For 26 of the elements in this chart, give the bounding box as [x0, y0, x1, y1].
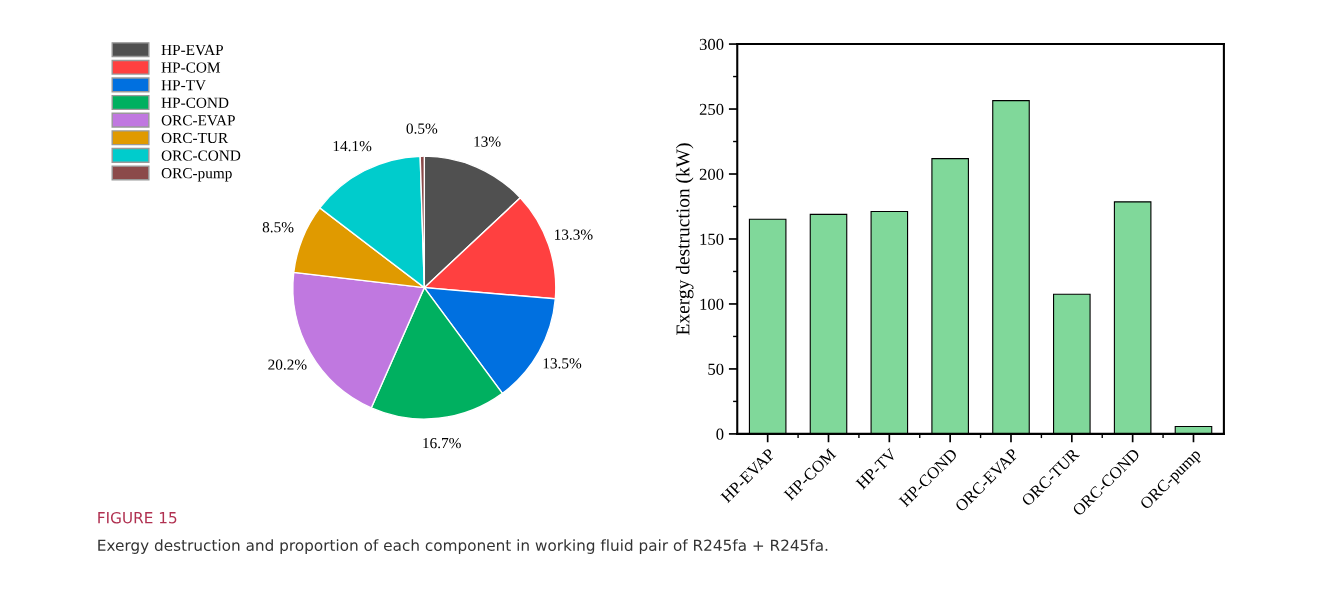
legend-label: ORC-COND [161, 150, 241, 161]
legend-label: HP-COND [161, 97, 229, 108]
y-tick-label: 0 [716, 428, 724, 440]
data-label: 14.1% [333, 140, 372, 152]
caption: FIGURE 15 [98, 511, 177, 524]
legend-label: ORC-pump [161, 168, 232, 182]
data-label: 16.7% [423, 437, 461, 449]
legend-label: HP-EVAP [161, 44, 224, 56]
y-tick-label: 50 [708, 363, 724, 375]
y-tick-label: 200 [699, 168, 724, 180]
data-label: 13.3% [554, 229, 593, 240]
y-tick-label: 300 [699, 38, 724, 51]
legend-label: ORC-EVAP [161, 115, 235, 126]
text: Exergy destruction and proportion of each component in working fluid pair of R245fa + R245fa. [98, 539, 828, 554]
legend-label: ORC-TUR [161, 132, 229, 144]
data-label: 0.5% [406, 123, 438, 134]
y-axis-title: Exergy destruction (kW) [675, 143, 694, 335]
y-tick-label: 100 [700, 298, 724, 310]
y-tick-label: 250 [699, 103, 724, 115]
data-label: 20.2% [268, 359, 307, 370]
legend-label: HP-TV [161, 80, 206, 91]
data-label: 13.5% [543, 358, 582, 369]
y-tick-label: 150 [700, 233, 724, 245]
data-label: 8.5% [262, 222, 294, 233]
data-label: 13% [474, 136, 501, 147]
legend-label: HP-COM [161, 62, 221, 73]
